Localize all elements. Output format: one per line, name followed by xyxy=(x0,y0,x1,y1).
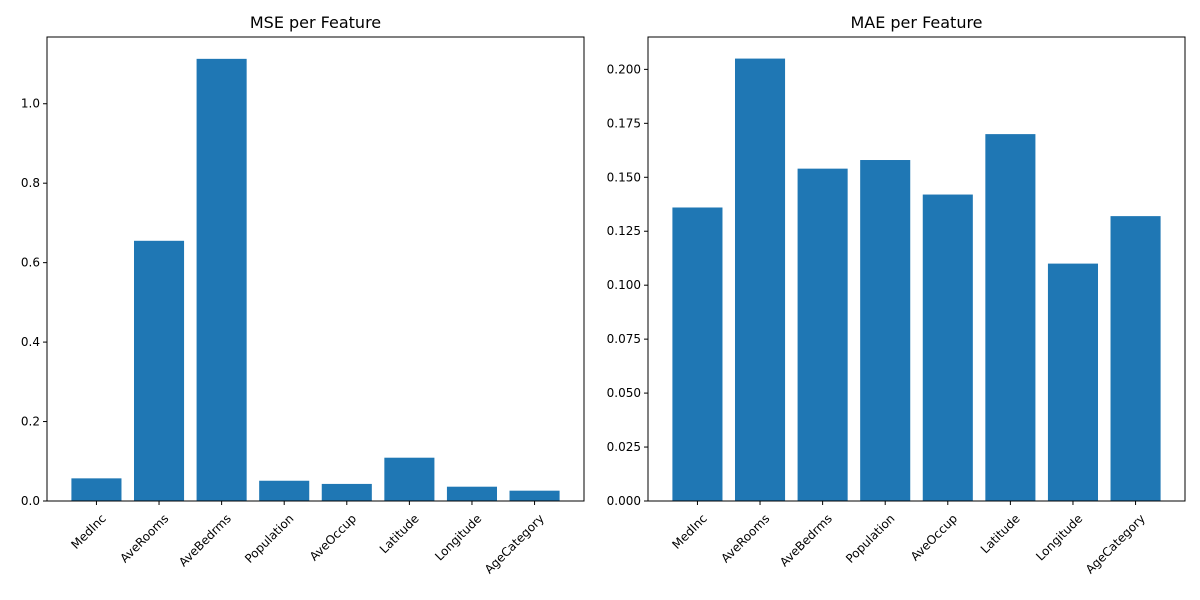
mse-bar-averooms xyxy=(133,240,185,501)
mse-bar-avebedrms xyxy=(196,58,247,502)
mse-chart-title: MSE per Feature xyxy=(250,13,381,32)
mse-bars xyxy=(71,58,560,502)
mae-chart-title: MAE per Feature xyxy=(850,13,982,32)
mae-y-tick-label: 0.150 xyxy=(607,170,641,184)
mae-axes-frame xyxy=(647,36,1186,502)
mae-bar-averooms xyxy=(734,58,786,502)
mae-bar-population xyxy=(860,160,911,501)
mae-y-axis-ticks: 0.000 0.025 0.050 0.075 0.100 0.125 0.150 0.175… xyxy=(607,62,648,508)
mae-bar-agecategory xyxy=(1110,216,1161,501)
mae-bars xyxy=(672,58,1161,502)
mae-bar-aveoccup xyxy=(922,194,973,501)
mae-y-tick-label: 0.075 xyxy=(607,332,641,346)
mse-y-tick-label: 0.2 xyxy=(21,415,40,429)
mse-bar-population xyxy=(259,480,310,501)
mae-y-tick-label: 0.100 xyxy=(607,278,641,292)
mse-y-tick-label: 0.6 xyxy=(21,256,40,270)
mse-y-axis-ticks: 0.0 0.2 0.4 0.6 0.8 1.0 xyxy=(21,97,47,508)
mae-y-tick-label: 0.125 xyxy=(607,224,641,238)
mse-y-tick-label: 0.4 xyxy=(21,335,40,349)
mse-bar-medinc xyxy=(71,478,122,501)
mse-bar-latitude xyxy=(384,457,435,501)
mae-y-tick-label: 0.050 xyxy=(607,386,641,400)
mse-axes-frame xyxy=(46,36,585,502)
mae-y-tick-label: 0.000 xyxy=(607,494,641,508)
mse-y-tick-label: 0.0 xyxy=(21,494,40,508)
mae-bar-latitude xyxy=(985,134,1036,501)
mae-bar-longitude xyxy=(1047,263,1099,501)
mse-y-tick-label: 0.8 xyxy=(21,176,40,190)
mae-bar-avebedrms xyxy=(797,168,848,501)
mae-y-tick-label: 0.200 xyxy=(607,62,641,76)
mae-y-tick-label: 0.025 xyxy=(607,440,641,454)
mae-y-tick-label: 0.175 xyxy=(607,116,641,130)
mse-y-tick-label: 1.0 xyxy=(21,97,40,111)
mse-bar-aveoccup xyxy=(321,483,372,501)
mse-bar-longitude xyxy=(446,486,498,501)
mae-bar-medinc xyxy=(672,207,723,501)
mse-bar-agecategory xyxy=(509,490,560,501)
